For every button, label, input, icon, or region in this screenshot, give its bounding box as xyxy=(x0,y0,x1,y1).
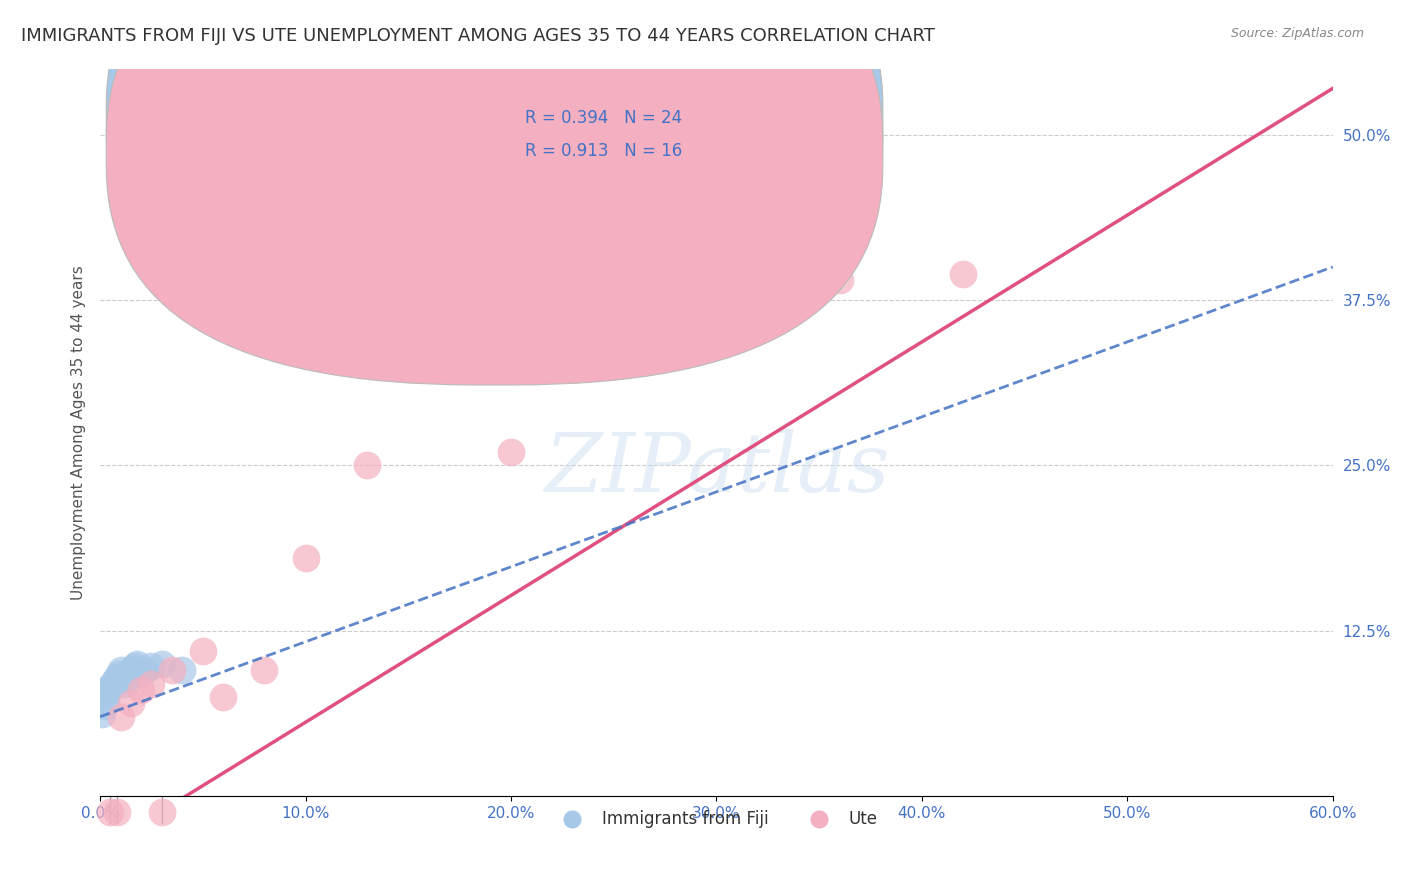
Point xyxy=(952,267,974,281)
Point xyxy=(129,683,152,698)
Point xyxy=(191,643,214,657)
Point xyxy=(212,690,235,704)
FancyBboxPatch shape xyxy=(107,0,883,385)
Point xyxy=(122,662,145,676)
Point xyxy=(96,683,118,698)
Point xyxy=(356,458,378,473)
Point xyxy=(118,667,141,681)
FancyBboxPatch shape xyxy=(446,76,717,192)
Point xyxy=(110,709,132,723)
Point xyxy=(172,664,194,678)
Text: IMMIGRANTS FROM FIJI VS UTE UNEMPLOYMENT AMONG AGES 35 TO 44 YEARS CORRELATION C: IMMIGRANTS FROM FIJI VS UTE UNEMPLOYMENT… xyxy=(21,27,935,45)
Text: R = 0.394   N = 24: R = 0.394 N = 24 xyxy=(526,109,682,127)
Legend: Immigrants from Fiji, Ute: Immigrants from Fiji, Ute xyxy=(548,804,884,835)
Point xyxy=(141,676,163,690)
Point xyxy=(101,676,124,690)
Point xyxy=(129,667,152,681)
Point xyxy=(114,676,136,690)
Point xyxy=(91,707,114,722)
Point xyxy=(127,657,149,671)
Point xyxy=(294,551,316,566)
Point xyxy=(150,805,173,819)
Point xyxy=(96,694,118,708)
Point xyxy=(141,659,163,673)
Point xyxy=(111,673,134,687)
Point xyxy=(107,667,129,681)
Point xyxy=(100,805,122,819)
FancyBboxPatch shape xyxy=(107,0,883,352)
Point xyxy=(253,664,276,678)
Point xyxy=(93,699,115,714)
Point xyxy=(828,273,851,287)
Text: ZIPatlas: ZIPatlas xyxy=(544,429,889,508)
Point xyxy=(134,664,156,678)
Point xyxy=(150,657,173,671)
Point xyxy=(105,670,128,684)
Point xyxy=(105,805,128,819)
Point xyxy=(499,445,522,459)
Text: Source: ZipAtlas.com: Source: ZipAtlas.com xyxy=(1230,27,1364,40)
Point xyxy=(103,673,125,687)
Point xyxy=(120,664,142,678)
Point xyxy=(97,686,120,700)
Point xyxy=(110,664,132,678)
Point xyxy=(120,697,142,711)
Point xyxy=(160,664,183,678)
Text: R = 0.913   N = 16: R = 0.913 N = 16 xyxy=(526,142,683,160)
Point xyxy=(124,659,146,673)
Point xyxy=(100,681,122,695)
Y-axis label: Unemployment Among Ages 35 to 44 years: Unemployment Among Ages 35 to 44 years xyxy=(72,265,86,599)
Point xyxy=(115,670,138,684)
